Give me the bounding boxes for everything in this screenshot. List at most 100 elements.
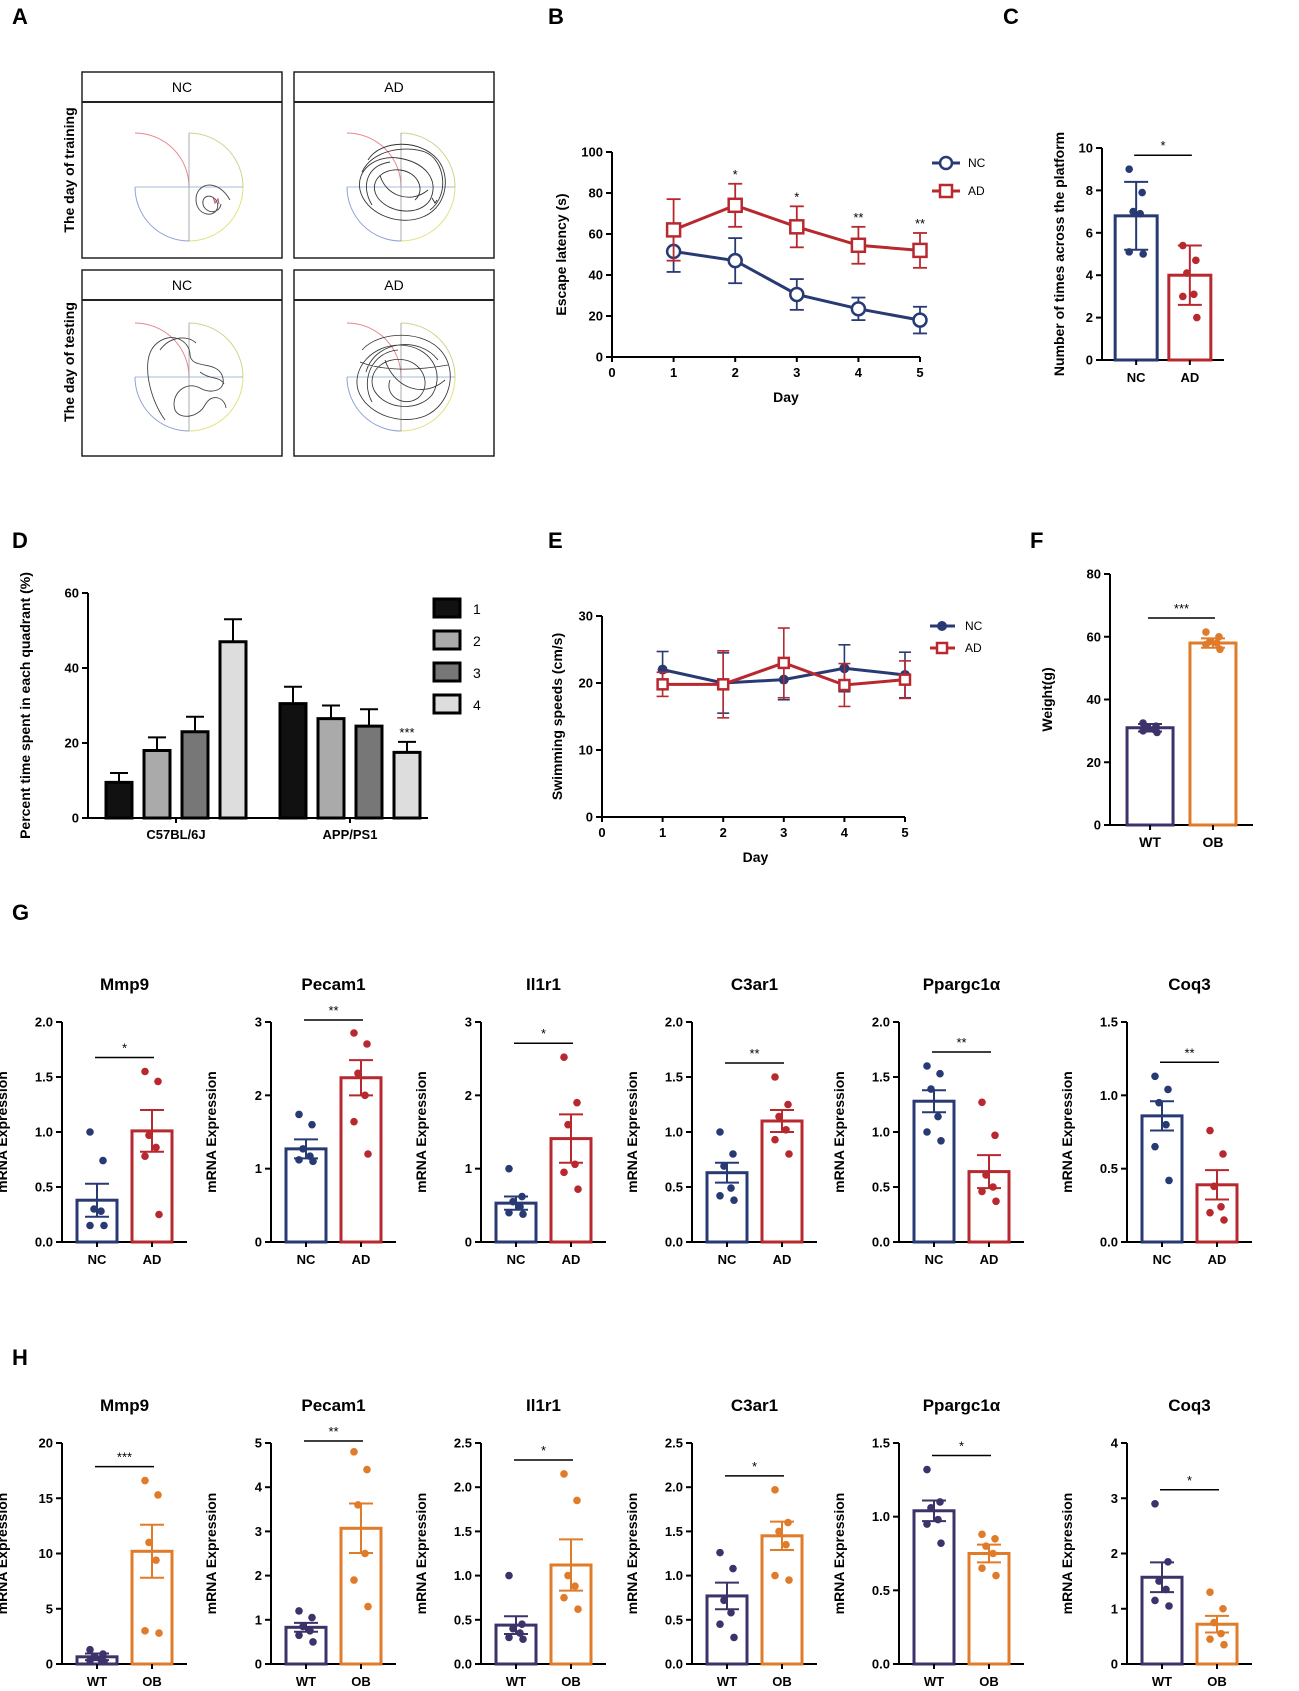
x-tick-label: NC xyxy=(297,1252,316,1267)
y-axis-label: mRNA Expression xyxy=(1059,1071,1075,1193)
data-point xyxy=(361,1091,369,1100)
x-tick-label: 1 xyxy=(659,825,666,840)
x-tick-label: NC xyxy=(1153,1252,1172,1267)
data-point xyxy=(364,1602,372,1611)
subplot-coq3: 0 1 2 3 4 mRNA Expression WT OB Coq3 * xyxy=(1059,1396,1252,1689)
x-tick-label: APP/PS1 xyxy=(323,827,378,842)
data-point xyxy=(727,1184,735,1192)
data-point xyxy=(350,1576,358,1584)
data-point xyxy=(789,286,805,303)
data-point xyxy=(937,1539,945,1547)
data-point xyxy=(152,1556,160,1564)
x-tick-label: AD xyxy=(1180,370,1199,385)
x-tick-label: 4 xyxy=(855,365,863,380)
data-point xyxy=(560,1168,568,1177)
bar xyxy=(104,780,134,820)
data-point xyxy=(1217,1203,1225,1211)
data-point xyxy=(1153,728,1161,737)
y-tick-label: 10 xyxy=(579,743,593,758)
y-tick-label: 80 xyxy=(589,186,603,201)
subplot-il1r1: 0 1 2 3 mRNA Expression NC AD Il1r1 * xyxy=(413,975,606,1267)
data-point xyxy=(350,1029,358,1037)
bar xyxy=(339,1076,383,1244)
y-tick-label: 40 xyxy=(589,268,603,283)
data-point xyxy=(1125,165,1133,173)
y-tick-label: 0 xyxy=(596,350,603,365)
y-tick-label: 20 xyxy=(589,309,603,324)
x-tick-label: OB xyxy=(979,1674,999,1689)
y-tick-label: 0.5 xyxy=(665,1612,683,1627)
y-tick-label: 40 xyxy=(1087,692,1101,707)
x-tick-label: 5 xyxy=(916,365,923,380)
y-tick-label: 1 xyxy=(1111,1601,1118,1616)
bar xyxy=(760,1534,804,1666)
data-point xyxy=(1206,1635,1214,1643)
data-point xyxy=(1136,209,1144,218)
y-tick-label: 0 xyxy=(72,811,79,826)
data-point xyxy=(785,1576,793,1584)
data-point xyxy=(308,1120,316,1129)
y-tick-label: 1.0 xyxy=(1100,1088,1118,1103)
data-point xyxy=(775,1527,783,1536)
y-tick-label: 1.0 xyxy=(454,1568,472,1583)
significance-marker: * xyxy=(752,1459,757,1474)
data-point xyxy=(1220,1216,1228,1224)
bar xyxy=(284,1147,328,1244)
chart-title: Il1r1 xyxy=(526,975,561,994)
x-tick-label: OB xyxy=(351,1674,371,1689)
bar xyxy=(278,702,308,820)
data-point xyxy=(505,1208,513,1217)
data-point xyxy=(989,1549,997,1558)
data-point xyxy=(99,1156,107,1165)
data-point xyxy=(1213,639,1221,647)
y-tick-label: 1 xyxy=(255,1612,262,1627)
significance-marker: * xyxy=(959,1439,964,1454)
panel-f-weight: 0 20 40 60 80 Weight(g) WT OB *** xyxy=(1039,567,1253,850)
x-tick-label: C57BL/6J xyxy=(146,827,205,842)
x-tick-label: 5 xyxy=(901,825,908,840)
data-point xyxy=(838,678,851,692)
panel-d-quadrant-time: 0 20 40 60 Percent time spent in each quadra… xyxy=(17,572,481,842)
data-point xyxy=(991,1131,999,1140)
data-point xyxy=(295,1110,303,1119)
x-tick-label: WT xyxy=(296,1674,316,1689)
subplot-ppargc1a: 0.0 0.5 1.0 1.5 2.0 mRNA Expression NC AD Ppargc… xyxy=(831,975,1024,1267)
y-axis-label: Swimming speeds (cm/s) xyxy=(549,633,565,800)
data-point xyxy=(1179,241,1187,250)
data-point xyxy=(518,1192,526,1201)
y-tick-label: 20 xyxy=(39,1436,53,1451)
y-tick-label: 0.5 xyxy=(1100,1161,1118,1176)
data-point xyxy=(720,1596,728,1605)
data-point xyxy=(295,1631,303,1640)
y-tick-label: 0.5 xyxy=(872,1583,890,1598)
data-point xyxy=(989,1183,997,1191)
y-axis-label: mRNA Expression xyxy=(0,1071,10,1193)
data-point xyxy=(505,1571,513,1580)
y-tick-label: 60 xyxy=(1087,629,1101,644)
x-tick-label: WT xyxy=(506,1674,526,1689)
data-point xyxy=(1217,1629,1225,1638)
data-point xyxy=(782,1540,790,1549)
data-point xyxy=(90,1205,98,1213)
data-point xyxy=(1155,1098,1163,1107)
y-tick-label: 0.0 xyxy=(665,1657,683,1672)
data-point xyxy=(727,1608,735,1617)
chart-title: Il1r1 xyxy=(526,1396,561,1415)
data-point xyxy=(516,1203,524,1211)
data-point xyxy=(1193,313,1201,322)
panel-a: The day of training The day of testing N… xyxy=(61,71,495,457)
y-tick-label: 100 xyxy=(581,145,603,160)
y-tick-label: 1.0 xyxy=(665,1568,683,1583)
panel-label-g: G xyxy=(12,900,29,925)
x-tick-label: WT xyxy=(924,1674,944,1689)
data-point xyxy=(1210,1182,1218,1191)
chart-title: Pecam1 xyxy=(301,975,365,994)
header-testing-ad: AD xyxy=(384,277,403,293)
bar xyxy=(1140,1114,1184,1244)
data-point xyxy=(1151,1072,1159,1081)
x-tick-label: WT xyxy=(717,1674,737,1689)
y-tick-label: 0 xyxy=(255,1657,262,1672)
y-axis-label: mRNA Expression xyxy=(0,1493,10,1615)
